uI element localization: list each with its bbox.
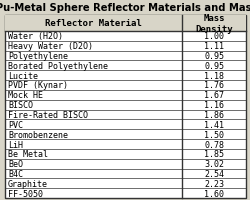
Text: 0.95: 0.95 — [203, 52, 223, 61]
Text: 2.23: 2.23 — [203, 179, 223, 188]
Text: 1.50: 1.50 — [203, 130, 223, 139]
Text: Fire-Rated BISCO: Fire-Rated BISCO — [8, 110, 88, 119]
Text: 1.60: 1.60 — [203, 189, 223, 198]
Text: Heavy Water (D2O): Heavy Water (D2O) — [8, 42, 93, 51]
Text: Water (H2O): Water (H2O) — [8, 32, 63, 41]
Text: 1.76: 1.76 — [203, 81, 223, 90]
Text: 0.78: 0.78 — [203, 140, 223, 149]
Text: 1.18: 1.18 — [203, 71, 223, 80]
Text: B4C: B4C — [8, 169, 23, 178]
Text: 1.00: 1.00 — [203, 32, 223, 41]
Text: FF-5050: FF-5050 — [8, 189, 43, 198]
Text: Graphite: Graphite — [8, 179, 48, 188]
Text: LiH: LiH — [8, 140, 23, 149]
Text: BISCO: BISCO — [8, 101, 33, 110]
Text: 1.86: 1.86 — [203, 110, 223, 119]
Bar — [5, 16, 245, 32]
Text: Borated Polyethylene: Borated Polyethylene — [8, 61, 108, 70]
Text: Bromobenzene: Bromobenzene — [8, 130, 68, 139]
Text: Mock HE: Mock HE — [8, 91, 43, 100]
Text: PVDF (Kynar): PVDF (Kynar) — [8, 81, 68, 90]
Text: st of Pu-Metal Sphere Reflector Materials and Mass Den: st of Pu-Metal Sphere Reflector Material… — [0, 3, 250, 13]
Text: 3.02: 3.02 — [203, 159, 223, 168]
Text: 1.41: 1.41 — [203, 120, 223, 129]
Text: Polyethylene: Polyethylene — [8, 52, 68, 61]
Text: 1.16: 1.16 — [203, 101, 223, 110]
Text: 1.67: 1.67 — [203, 91, 223, 100]
Text: Reflector Material: Reflector Material — [45, 19, 142, 28]
Text: BeO: BeO — [8, 159, 23, 168]
Text: 1.85: 1.85 — [203, 150, 223, 159]
Text: PVC: PVC — [8, 120, 23, 129]
Text: 0.95: 0.95 — [203, 61, 223, 70]
Text: Mass
Density: Mass Density — [194, 14, 232, 33]
Text: Lucite: Lucite — [8, 71, 38, 80]
Text: 1.11: 1.11 — [203, 42, 223, 51]
Text: 2.54: 2.54 — [203, 169, 223, 178]
Text: Be Metal: Be Metal — [8, 150, 48, 159]
